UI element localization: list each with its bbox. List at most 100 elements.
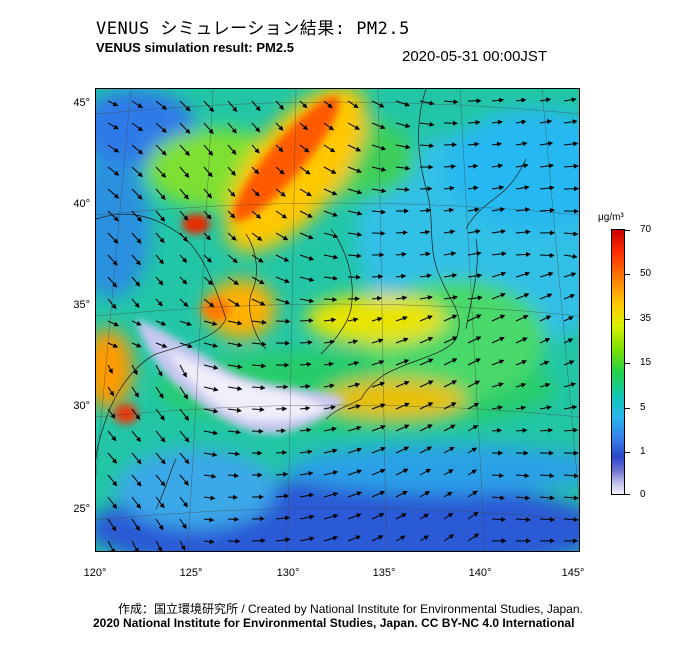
wind-arrow [491, 405, 504, 411]
wind-arrow [203, 408, 219, 414]
wind-arrow [251, 538, 266, 544]
wind-arrow [131, 430, 142, 443]
wind-arrow [419, 229, 431, 235]
wind-arrow [107, 210, 119, 222]
wind-arrow [131, 474, 142, 487]
wind-arrow [299, 232, 314, 240]
wind-arrow [515, 473, 530, 479]
wind-arrow [371, 316, 383, 322]
wind-arrow [371, 188, 387, 194]
wind-arrow [107, 474, 118, 487]
wind-arrow [419, 315, 433, 322]
wind-arrow [563, 231, 579, 237]
wind-arrow [155, 254, 164, 265]
wind-arrow [203, 430, 219, 436]
wind-arrow [467, 141, 480, 147]
wind-vectors [107, 97, 579, 551]
wind-arrow [371, 403, 386, 410]
wind-arrow [563, 382, 577, 388]
wind-arrow [395, 535, 406, 542]
wind-arrow [323, 491, 339, 498]
wind-arrow [371, 274, 384, 280]
wind-arrow [563, 141, 579, 147]
colorbar-label-5: 5 [640, 402, 646, 413]
wind-arrow [371, 360, 385, 366]
colorbar-label-70: 70 [640, 224, 652, 235]
meridian-line [187, 89, 214, 551]
wind-arrow [203, 210, 212, 220]
wind-arrow [299, 318, 314, 324]
wind-arrow [203, 342, 219, 348]
wind-arrow [323, 426, 337, 432]
wind-arrow [179, 210, 189, 221]
wind-arrow [515, 185, 530, 191]
wind-arrow [155, 210, 166, 222]
colorbar-tick [625, 494, 630, 495]
wind-arrow [275, 537, 291, 543]
wind-arrow [299, 144, 310, 153]
wind-arrow [251, 319, 267, 325]
wind-arrow [251, 232, 263, 241]
wind-arrow [275, 144, 284, 153]
lat-tick-25: 25° [73, 503, 90, 515]
wind-arrow [467, 533, 480, 542]
wind-arrow [155, 232, 165, 244]
wind-arrow [563, 360, 575, 366]
wind-arrow [299, 122, 309, 131]
wind-arrow [371, 446, 386, 454]
lon-tick-130: 130° [276, 567, 300, 579]
wind-arrow [419, 295, 433, 301]
wind-arrow [515, 251, 531, 257]
wind-arrow [251, 166, 260, 175]
wind-arrow [227, 122, 237, 134]
lat-tick-35: 35° [73, 299, 90, 311]
wind-arrow [347, 404, 362, 410]
wind-arrow [203, 452, 218, 457]
wind-arrow [203, 188, 213, 199]
wind-arrow [347, 339, 359, 345]
wind-arrow [275, 188, 286, 197]
wind-arrow [155, 122, 167, 133]
colorbar-label-0: 0 [640, 489, 646, 500]
wind-arrow [323, 405, 336, 411]
colorbar [611, 229, 625, 495]
wind-arrow [323, 535, 339, 542]
wind-arrow [299, 166, 311, 175]
wind-arrow [251, 122, 261, 133]
wind-arrow [491, 185, 505, 191]
wind-arrow [467, 425, 479, 432]
wind-arrow [395, 316, 408, 322]
wind-arrow [179, 254, 188, 263]
wind-arrow [467, 207, 480, 213]
wind-arrow [539, 473, 555, 479]
wind-arrow [251, 188, 260, 197]
wind-arrow [467, 447, 478, 454]
wind-arrow [323, 361, 334, 367]
wind-arrow [275, 493, 290, 499]
wind-arrow [395, 359, 410, 366]
wind-arrow [227, 210, 236, 219]
wind-arrow [155, 342, 168, 348]
wind-arrow [443, 163, 456, 169]
wind-arrow [347, 535, 362, 542]
wind-arrow [395, 230, 408, 236]
wind-arrow [299, 405, 311, 411]
wind-arrow [275, 276, 290, 284]
wind-arrow [515, 360, 528, 366]
pm25-map [95, 88, 580, 552]
wind-arrow [563, 294, 576, 300]
wind-arrow [179, 100, 191, 112]
wind-arrow [539, 141, 554, 147]
wind-arrow [515, 405, 527, 411]
wind-arrow [515, 163, 529, 169]
wind-arrow [467, 511, 479, 520]
wind-arrow [203, 539, 215, 545]
wind-arrow [203, 232, 211, 241]
wind-arrow [299, 188, 312, 197]
wind-arrow [419, 402, 434, 410]
wind-arrow [467, 380, 481, 388]
wind-arrow [419, 207, 432, 213]
wind-arrow [539, 495, 555, 501]
wind-arrow [371, 338, 384, 344]
wind-arrow [155, 452, 166, 465]
